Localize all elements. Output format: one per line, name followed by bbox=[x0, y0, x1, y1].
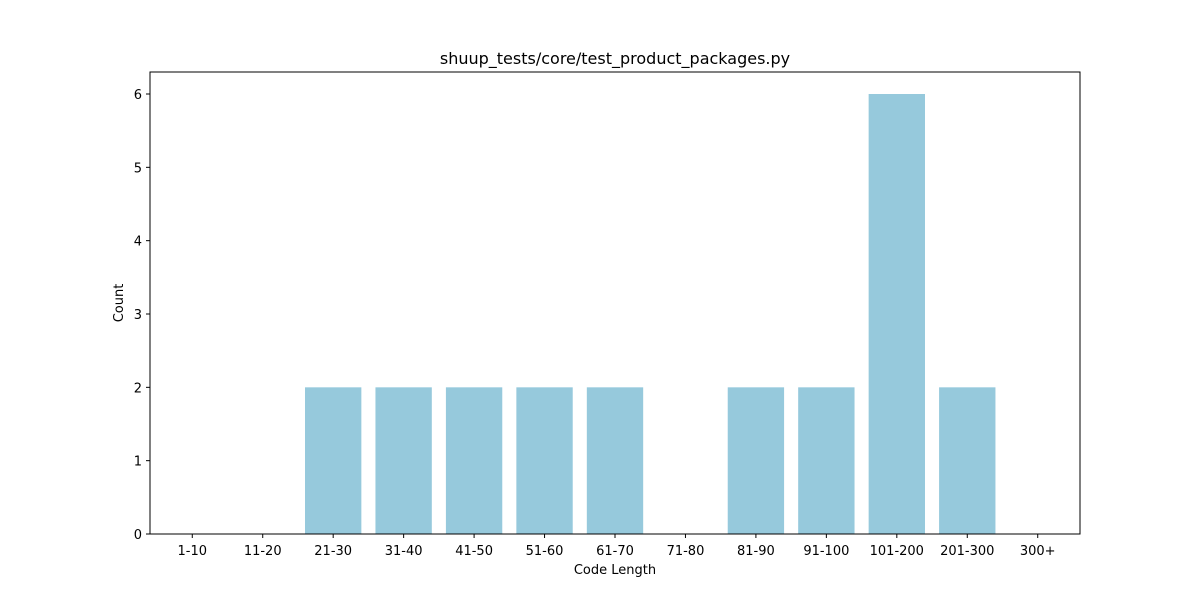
bar-21-30 bbox=[305, 387, 362, 534]
bar-31-40 bbox=[375, 387, 432, 534]
y-tick-label: 2 bbox=[134, 381, 142, 396]
x-tick-label: 71-80 bbox=[667, 544, 705, 559]
plot-frame bbox=[149, 71, 1081, 535]
y-tick-label: 4 bbox=[134, 235, 142, 250]
bar-41-50 bbox=[445, 387, 503, 534]
x-axis-label: Code Length bbox=[574, 563, 656, 578]
x-tick-label: 101-200 bbox=[870, 544, 924, 559]
x-tick-label: 1-10 bbox=[178, 544, 208, 559]
x-tick-label: 81-90 bbox=[737, 544, 775, 559]
x-tick-label: 61-70 bbox=[596, 544, 634, 559]
y-tick-label: 6 bbox=[134, 88, 142, 103]
y-axis-label: Count bbox=[112, 284, 127, 323]
y-tick-label: 1 bbox=[134, 455, 142, 470]
y-tick-label: 0 bbox=[134, 528, 142, 543]
x-tick-label: 91-100 bbox=[803, 544, 849, 559]
x-tick-label: 31-40 bbox=[385, 544, 423, 559]
bar-91-100 bbox=[798, 387, 855, 534]
x-tick-label: 41-50 bbox=[455, 544, 493, 559]
y-tick-label: 5 bbox=[134, 161, 142, 176]
x-tick-label: 51-60 bbox=[526, 544, 564, 559]
bar-201-300 bbox=[939, 387, 996, 534]
x-tick-label: 21-30 bbox=[314, 544, 352, 559]
bar-101-200 bbox=[868, 94, 925, 534]
x-tick-label: 11-20 bbox=[244, 544, 282, 559]
bar-61-70 bbox=[586, 387, 644, 534]
bar-51-60 bbox=[516, 387, 573, 534]
x-tick-label: 201-300 bbox=[940, 544, 994, 559]
y-ticks-group: 0 1 2 3 4 5 6 bbox=[134, 88, 150, 543]
chart-title: shuup_tests/core/test_product_packages.p… bbox=[440, 49, 790, 69]
bar-81-90 bbox=[727, 387, 785, 534]
y-tick-label: 3 bbox=[134, 308, 142, 323]
bars-group bbox=[305, 94, 996, 534]
x-ticks-group: 1-10 11-20 21-30 31-40 41-50 51-60 61-70 71-80 8… bbox=[178, 534, 1056, 559]
x-tick-label: 300+ bbox=[1020, 544, 1056, 559]
